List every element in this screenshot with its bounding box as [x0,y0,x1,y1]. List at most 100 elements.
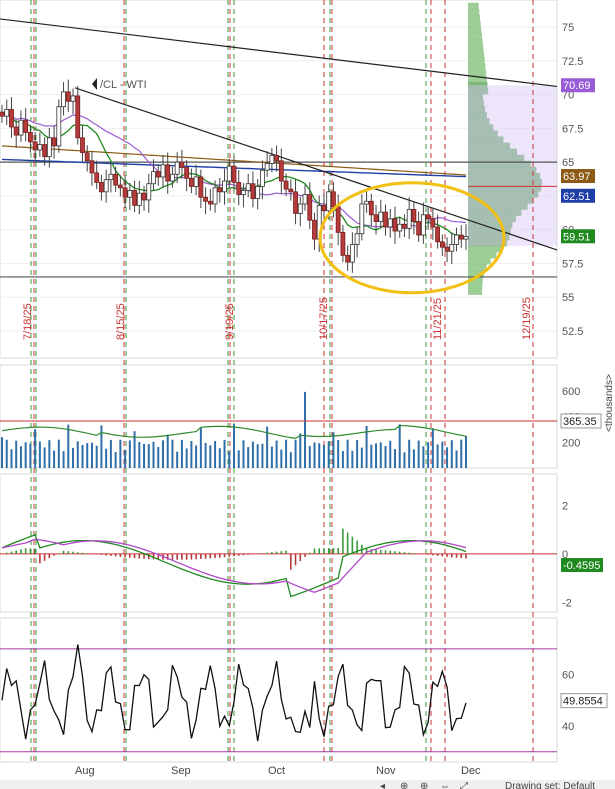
volume-bars [1,391,467,468]
candle-body [354,233,360,245]
candle-body [146,183,152,201]
candle-body [226,165,232,182]
profile-bar [468,81,488,89]
volume-tick-label: 600 [562,386,580,398]
candle-body [373,214,379,222]
profile-bar [468,172,541,180]
candle-body [99,181,104,193]
panel-vol [0,364,558,469]
x-axis-month-label: Oct [268,765,285,777]
candle-body [217,187,223,193]
price-badge [561,188,595,203]
candle-body [61,91,66,108]
candle-body [349,244,355,263]
toolbar-icon[interactable]: ⊕ [400,781,408,789]
profile-bar [468,130,498,137]
candle-body [160,164,166,178]
oscillator-tick-label: 40 [562,721,574,733]
candle-body [335,206,341,233]
candle-body [103,179,109,193]
candle-body [288,188,294,193]
symbol-label: /CL - WTI [100,79,147,91]
candle-body [231,165,237,183]
panel-price [0,0,558,359]
drawing-set-label: Drawing set: Default [505,781,595,789]
candle-body [28,131,33,143]
toolbar-icon[interactable]: ⤢ [460,781,468,789]
candle-body [278,160,284,182]
volume-profile [468,2,542,295]
candle-body [241,190,246,195]
volume-unit-label: <thousands> [604,374,615,432]
candle-body [368,200,374,216]
profile-bar [468,93,484,101]
profile-bar [468,282,483,289]
candle-body [18,119,24,136]
candle-body [274,154,280,162]
macd-signal-line [1,538,467,593]
profile-bar [468,215,517,222]
candle-body [42,144,48,158]
profile-bar [468,63,486,70]
candle-body [245,183,251,191]
volume-badge [560,413,602,429]
candle-body [406,208,412,229]
price-tick-label: 52.5 [562,326,583,338]
date-marker-label: 11/21/25 [432,298,444,340]
candle-body [269,154,275,164]
profile-bar [468,136,504,143]
macd-tick-label: 0 [562,549,568,561]
oscillator-badge-label: 49.8554 [563,696,603,708]
candle-body [321,204,327,212]
profile-bar [468,160,531,168]
profile-bar [468,154,525,162]
candle-body [94,172,100,183]
date-marker-label: 8/15/25 [115,303,127,340]
profile-bar [468,87,489,95]
candle-body [46,137,52,158]
price-badge-label: 62.51 [563,191,591,203]
profile-bar [468,69,487,77]
macd-tick-label: 2 [562,500,568,512]
profile-bar [468,99,484,107]
profile-bar [468,276,483,283]
candle-body [203,196,208,202]
candle-body [165,164,171,182]
profile-bar [468,33,483,40]
profile-bar [468,20,481,28]
candle-body [122,187,128,198]
toolbar-icon[interactable]: ⊕ [420,781,428,789]
footer-bar [0,780,615,789]
candle-body [132,190,137,206]
candle-body [416,221,422,236]
candle-body [392,218,398,232]
candle-body [283,180,289,190]
candle-body [345,254,351,263]
profile-bar [468,124,494,131]
toolbar-icon[interactable]: ◂ [380,781,385,789]
candle-body [222,180,227,193]
candle-body [255,186,261,199]
oscillator-tick-label: 60 [562,670,574,682]
long-trendline [0,18,558,88]
price-tick-label: 70 [562,90,574,102]
candle-body [458,234,464,240]
candle-body [9,109,14,128]
candle-body [340,231,346,256]
price-badge [561,78,595,93]
price-tick-label: 67.5 [562,123,583,135]
candle-body [0,111,5,117]
candle-body [141,192,147,201]
candle-body [155,171,161,178]
profile-bar [468,148,517,156]
macd-tick-label: -2 [562,597,572,609]
date-marker-label: 7/18/25 [22,303,34,340]
price-badge [561,229,595,244]
toolbar-icon[interactable]: ⇔ [440,781,450,789]
candle-body [420,214,426,236]
profile-bar [468,203,528,210]
profile-bar [468,8,480,16]
candle-body [454,234,459,245]
candle-body [179,161,185,168]
candle-body [198,176,204,198]
